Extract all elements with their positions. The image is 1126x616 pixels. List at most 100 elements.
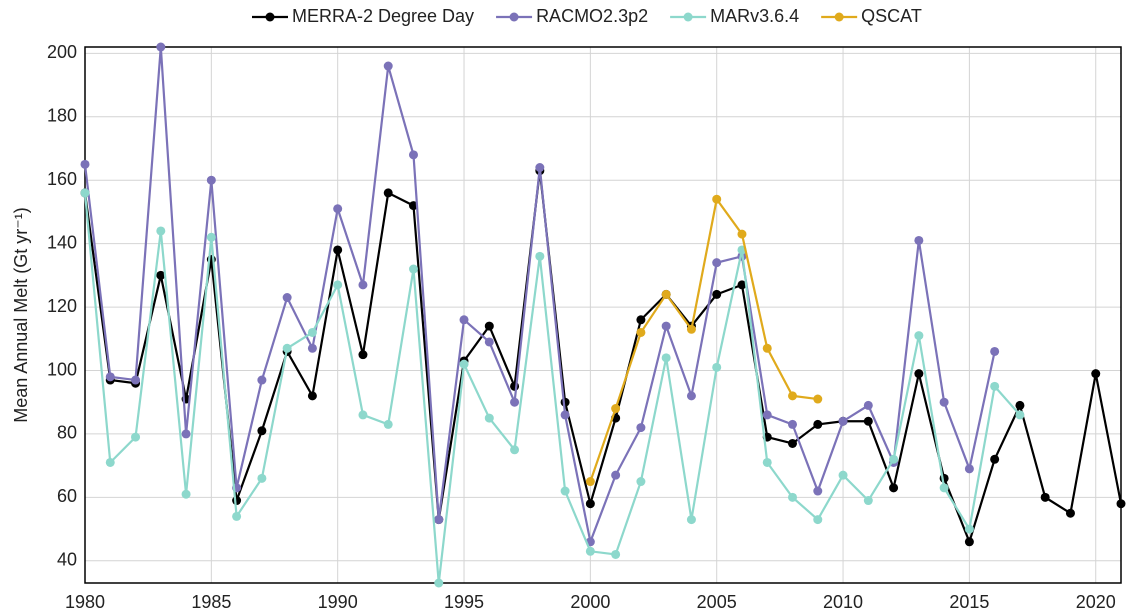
- y-tick-label: 40: [57, 550, 77, 570]
- x-tick-label: 1990: [318, 592, 358, 612]
- x-tick-label: 1985: [191, 592, 231, 612]
- data-point: [383, 419, 393, 429]
- data-point: [636, 423, 646, 433]
- legend-label: MARv3.6.4: [710, 6, 799, 26]
- data-point: [535, 251, 545, 261]
- legend-marker: [683, 12, 693, 22]
- data-point: [257, 375, 267, 385]
- data-point: [813, 394, 823, 404]
- data-point: [383, 188, 393, 198]
- data-point: [1116, 499, 1126, 509]
- data-point: [813, 486, 823, 496]
- data-point: [585, 546, 595, 556]
- series-line: [83, 46, 996, 546]
- data-point: [510, 445, 520, 455]
- data-point: [585, 499, 595, 509]
- data-point: [131, 375, 141, 385]
- x-tick-label: 2005: [697, 592, 737, 612]
- data-point: [1065, 508, 1075, 518]
- data-point: [939, 397, 949, 407]
- data-point: [712, 289, 722, 299]
- data-point: [585, 477, 595, 487]
- data-point: [156, 226, 166, 236]
- data-point: [788, 391, 798, 401]
- data-point: [307, 343, 317, 353]
- data-point: [257, 473, 267, 483]
- data-point: [636, 315, 646, 325]
- data-point: [661, 289, 671, 299]
- data-point: [611, 549, 621, 559]
- data-point: [181, 429, 191, 439]
- y-tick-label: 140: [47, 232, 77, 252]
- data-point: [358, 410, 368, 420]
- data-point: [712, 362, 722, 372]
- data-point: [863, 400, 873, 410]
- data-point: [914, 331, 924, 341]
- data-point: [206, 232, 216, 242]
- data-point: [990, 346, 1000, 356]
- data-point: [181, 489, 191, 499]
- data-point: [788, 492, 798, 502]
- data-point: [611, 404, 621, 414]
- data-point: [737, 280, 747, 290]
- data-point: [964, 464, 974, 474]
- data-point: [813, 515, 823, 525]
- data-point: [206, 175, 216, 185]
- data-point: [762, 343, 772, 353]
- data-point: [788, 419, 798, 429]
- data-point: [510, 397, 520, 407]
- data-point: [686, 391, 696, 401]
- x-tick-label: 2020: [1076, 592, 1116, 612]
- data-point: [838, 416, 848, 426]
- data-point: [156, 270, 166, 280]
- data-point: [358, 280, 368, 290]
- data-point: [636, 327, 646, 337]
- x-tick-label: 2015: [949, 592, 989, 612]
- y-axis-label: Mean Annual Melt (Gt yr⁻¹): [11, 207, 31, 423]
- data-point: [686, 515, 696, 525]
- data-point: [408, 264, 418, 274]
- series-line: [83, 192, 1021, 584]
- data-point: [990, 381, 1000, 391]
- data-point: [560, 410, 570, 420]
- data-point: [333, 204, 343, 214]
- data-point: [939, 483, 949, 493]
- data-point: [80, 159, 90, 169]
- data-point: [762, 410, 772, 420]
- data-point: [788, 438, 798, 448]
- data-point: [156, 42, 166, 52]
- data-point: [80, 188, 90, 198]
- data-point: [686, 324, 696, 334]
- legend-marker: [265, 12, 275, 22]
- series-line: [589, 196, 818, 482]
- data-point: [1040, 492, 1050, 502]
- legend-label: MERRA-2 Degree Day: [292, 6, 474, 26]
- legend-label: QSCAT: [861, 6, 922, 26]
- data-point: [611, 470, 621, 480]
- y-tick-label: 120: [47, 296, 77, 316]
- y-tick-label: 60: [57, 486, 77, 506]
- data-point: [990, 454, 1000, 464]
- data-point: [484, 413, 494, 423]
- data-point: [307, 391, 317, 401]
- y-tick-label: 200: [47, 42, 77, 62]
- x-tick-label: 2000: [570, 592, 610, 612]
- legend-label: RACMO2.3p2: [536, 6, 648, 26]
- data-point: [712, 258, 722, 268]
- data-point: [434, 515, 444, 525]
- data-point: [1015, 410, 1025, 420]
- data-point: [762, 457, 772, 467]
- data-point: [661, 321, 671, 331]
- data-point: [636, 477, 646, 487]
- plot-frame: [84, 46, 1122, 584]
- data-point: [964, 524, 974, 534]
- data-point: [863, 496, 873, 506]
- data-point: [863, 416, 873, 426]
- data-point: [282, 343, 292, 353]
- data-point: [232, 496, 242, 506]
- data-point: [1091, 369, 1101, 379]
- data-point: [408, 201, 418, 211]
- y-tick-label: 160: [47, 169, 77, 189]
- data-point: [661, 353, 671, 363]
